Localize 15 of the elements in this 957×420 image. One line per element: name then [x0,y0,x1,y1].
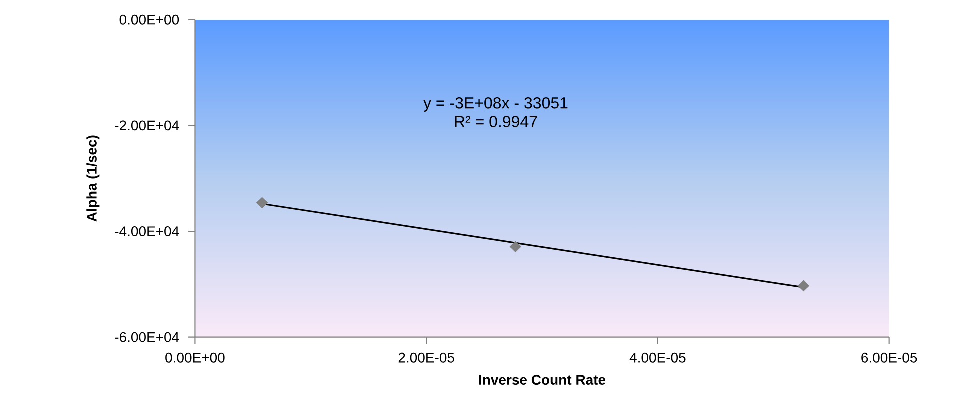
x-tick-label: 4.00E-05 [630,352,686,363]
y-tick-label: 0.00E+00 [120,14,180,25]
x-tick-label: 2.00E-05 [398,352,454,363]
y-tick-label: -2.00E+04 [115,120,180,131]
annotation: R² = 0.9947 [455,116,538,128]
x-tick-label: 0.00E+00 [166,352,225,363]
x-axis-title: Inverse Count Rate [479,375,606,386]
point [798,280,810,292]
point [510,241,522,252]
x-tick-label: 6.00E-05 [862,352,918,363]
y-tick-label: -4.00E+04 [115,226,180,236]
y-tick-label: -6.00E+04 [115,332,180,342]
y-axis-title: Alpha (1/sec) [86,136,100,222]
point [256,197,268,208]
annotation: y = -3E+08x - 33051 [424,97,568,112]
